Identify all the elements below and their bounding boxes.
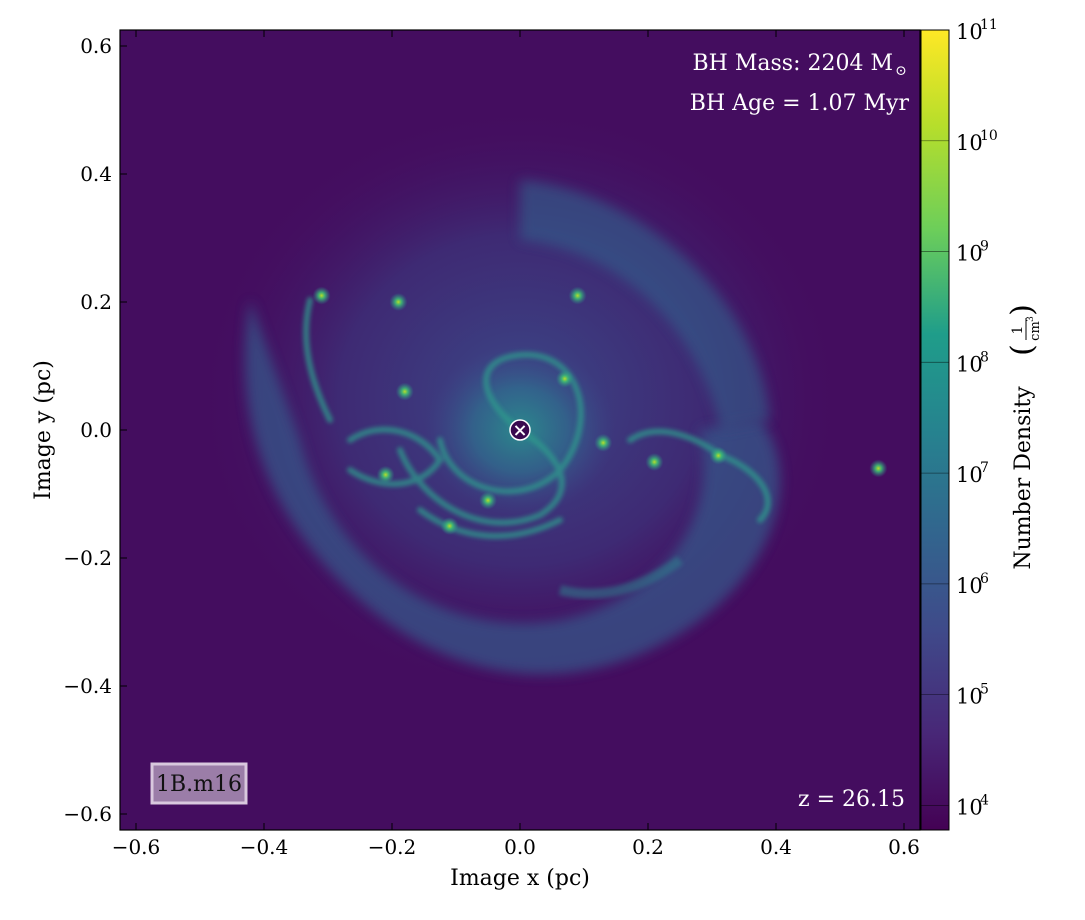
colorbar-tick-exponent: 9	[980, 239, 989, 255]
black-hole-cross: ×	[512, 420, 527, 441]
y-tick-label: −0.2	[63, 546, 112, 570]
y-tick-label: −0.6	[63, 802, 112, 826]
colorbar-unit-paren-left: (	[1005, 344, 1040, 356]
dense-clump	[709, 446, 728, 465]
y-tick-label: 0.0	[80, 418, 112, 442]
black-hole-dot	[509, 419, 531, 441]
dense-clump	[389, 293, 408, 311]
colorbar-tick-exponent: 11	[980, 17, 998, 33]
density-field	[190, 100, 850, 700]
colorbar-tick-label: 10	[956, 795, 983, 819]
x-tick-label: −0.4	[240, 835, 289, 859]
bh-age-annotation: BH Age = 1.07 Myr	[690, 91, 910, 116]
run-label: 1B.m16	[156, 772, 242, 797]
y-tick-label: 0.4	[80, 162, 112, 186]
dense-clump	[568, 286, 587, 305]
colorbar-label: Number Density	[1011, 386, 1036, 570]
colorbar-unit-denominator-exp: 3	[1026, 316, 1036, 322]
dense-clump	[555, 369, 574, 388]
colorbar-tick-label: 10	[956, 574, 983, 598]
bh-mass-annotation: BH Mass: 2204 M	[693, 51, 893, 76]
colorbar-tick-label: 10	[956, 131, 983, 155]
run-label-box: 1B.m16	[150, 762, 248, 805]
colorbar-tick-label: 10	[956, 463, 983, 487]
y-axis: 0.6 0.4 0.2 0.0 −0.2 −0.4 −0.6	[63, 34, 127, 826]
x-axis-label: Image x (pc)	[450, 866, 590, 891]
y-axis-label: Image y (pc)	[31, 360, 56, 500]
colorbar-unit-numerator: 1	[1010, 326, 1026, 335]
colorbar-label-group: Number Density ( 1 cm 3 )	[1005, 304, 1043, 570]
dense-clumps	[312, 286, 888, 535]
colorbar-tick-label: 10	[956, 20, 983, 44]
colorbar-tick-label: 10	[956, 242, 983, 266]
dense-clump	[479, 491, 497, 510]
colorbar-tick-exponent: 8	[980, 349, 989, 365]
x-axis: −0.6 −0.4 −0.2 0.0 0.2 0.4 0.6	[112, 30, 920, 859]
colorbar-tick-exponent: 6	[980, 571, 989, 587]
dense-clump	[376, 465, 395, 484]
colorbar-tick-exponent: 5	[980, 682, 989, 698]
y-tick-label: 0.6	[80, 34, 112, 58]
colorbar-unit-denominator: cm	[1028, 321, 1043, 341]
x-tick-label: 0.6	[888, 835, 920, 859]
x-tick-label: −0.2	[368, 835, 417, 859]
y-tick-label: 0.2	[80, 290, 112, 314]
colorbar-tick-exponent: 7	[980, 460, 989, 476]
x-tick-label: 0.0	[504, 835, 536, 859]
x-tick-label: −0.6	[112, 835, 161, 859]
x-tick-label: 0.2	[632, 835, 664, 859]
dense-clump	[869, 459, 888, 478]
redshift-annotation: z = 26.15	[798, 787, 905, 812]
colorbar-unit-paren-right: )	[1005, 304, 1040, 316]
x-tick-label: 0.4	[760, 835, 792, 859]
y-tick-label: −0.4	[63, 674, 112, 698]
dense-clump	[312, 286, 331, 305]
colorbar	[920, 29, 950, 831]
colorbar-tick-label: 10	[956, 685, 983, 709]
black-hole-marker: ×	[509, 419, 531, 441]
colorbar-tick-exponent: 4	[980, 792, 989, 808]
colorbar-tick-exponent: 10	[980, 128, 998, 144]
dense-clump	[440, 517, 459, 535]
colorbar-tick-label: 10	[956, 352, 983, 376]
solar-mass-symbol: ⊙	[895, 63, 907, 79]
dense-clump	[594, 433, 613, 452]
dense-clump	[395, 382, 414, 401]
dense-clump	[645, 453, 664, 471]
